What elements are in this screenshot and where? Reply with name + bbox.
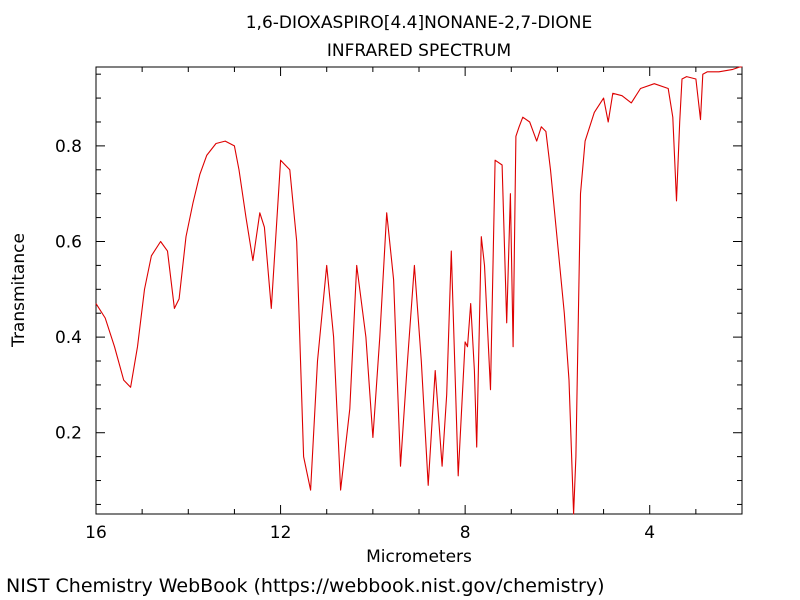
chart-title: 1,6-DIOXASPIRO[4.4]NONANE-2,7-DIONE bbox=[246, 13, 593, 33]
chart-subtitle: INFRARED SPECTRUM bbox=[327, 41, 511, 61]
x-axis-label: Micrometers bbox=[366, 547, 472, 567]
plot-area bbox=[95, 66, 742, 515]
plot-frame bbox=[95, 66, 743, 515]
y-tick-label: 0.2 bbox=[55, 424, 82, 444]
x-tick-label: 16 bbox=[85, 523, 107, 543]
y-axis-label: Transmitance bbox=[9, 233, 29, 348]
ir-spectrum-chart: 1,6-DIOXASPIRO[4.4]NONANE-2,7-DIONE INFR… bbox=[9, 13, 743, 567]
y-tick-label: 0.6 bbox=[55, 232, 82, 252]
x-tick-label: 4 bbox=[644, 523, 655, 543]
axes: 16 12 8 4 0.2 0.4 0.6 0.8 bbox=[55, 66, 743, 543]
x-tick-label: 8 bbox=[460, 523, 471, 543]
spectrum-line bbox=[95, 66, 742, 515]
source-credit: NIST Chemistry WebBook (https://webbook.… bbox=[6, 575, 605, 597]
x-tick-label: 12 bbox=[270, 523, 292, 543]
y-tick-label: 0.4 bbox=[55, 328, 82, 348]
y-tick-label: 0.8 bbox=[55, 137, 82, 157]
